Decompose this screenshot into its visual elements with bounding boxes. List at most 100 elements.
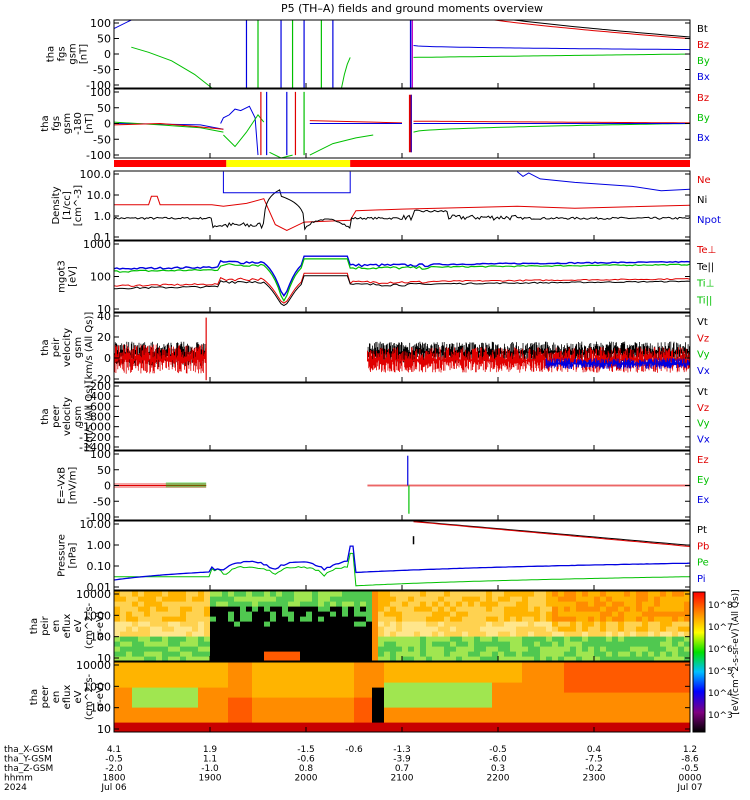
peer-spectrogram-cell [384,687,391,693]
peir-spectrogram-cell [630,591,637,597]
peir-spectrogram-cell [468,631,475,637]
peir-spectrogram-cell [630,606,637,612]
peer-spectrogram-cell [264,667,271,673]
peir-spectrogram-cell [216,596,223,602]
peir-spectrogram-cell [246,626,253,632]
peer-spectrogram-cell [444,697,451,703]
peir-spectrogram-cell [612,651,619,657]
peir-spectrogram-cell [156,591,163,597]
peir-spectrogram-cell [432,596,439,602]
footer-value: 0.4 [587,745,602,755]
peer-spectrogram-cell [216,727,223,732]
peir-spectrogram-cell [468,641,475,647]
peir-spectrogram-cell [564,636,571,642]
peer-spectrogram-cell [588,697,595,703]
peer-spectrogram-cell [492,727,499,732]
peir-spectrogram-cell [324,656,331,661]
peir-spectrogram-cell [180,651,187,657]
peer-spectrogram-cell [654,722,661,728]
peer-spectrogram-cell [408,692,415,698]
peir-spectrogram-cell [648,631,655,637]
peer-spectrogram-cell [180,702,187,708]
peer-spectrogram-cell [444,717,451,723]
ytick-label: -100 [86,511,111,524]
peir-spectrogram-cell [240,611,247,617]
peer-spectrogram-cell [540,672,547,678]
peer-spectrogram-cell [300,712,307,718]
peer-spectrogram-cell [672,667,679,673]
peir-spectrogram-cell [216,626,223,632]
peir-spectrogram-cell [282,651,289,657]
peir-spectrogram-cell [618,641,625,647]
trace-by [309,134,374,156]
peir-spectrogram-cell [606,626,613,632]
peir-spectrogram-cell [546,656,553,661]
peir-spectrogram-cell [348,621,355,627]
peer-spectrogram-cell [282,672,289,678]
peir-spectrogram-cell [408,656,415,661]
peir-spectrogram-cell [186,646,193,652]
peir-spectrogram-cell [528,641,535,647]
peir-spectrogram-cell [156,651,163,657]
legend-pe: Pe [697,558,709,569]
peer-spectrogram-cell [564,707,571,713]
footer-value: Jul 06 [100,783,126,793]
peer-spectrogram-cell [132,687,139,693]
peer-spectrogram-cell [564,727,571,732]
peir-spectrogram-cell [432,656,439,661]
peir-spectrogram-cell [648,636,655,642]
peer-spectrogram-cell [516,692,523,698]
peer-spectrogram-cell [456,672,463,678]
peer-spectrogram-cell [528,672,535,678]
peir-spectrogram-cell [462,591,469,597]
peir-spectrogram-cell [270,656,277,661]
peir-spectrogram-cell [420,626,427,632]
peir-spectrogram-cell [570,626,577,632]
peer-spectrogram-cell [456,662,463,668]
peir-spectrogram-cell [216,651,223,657]
peer-spectrogram-cell [618,722,625,728]
peir-spectrogram-cell [504,596,511,602]
peir-spectrogram-cell [264,616,271,622]
peer-spectrogram-cell [216,687,223,693]
peir-spectrogram-cell [420,621,427,627]
peir-spectrogram-cell [660,651,667,657]
peer-spectrogram-cell [186,662,193,668]
peer-spectrogram-cell [396,707,403,713]
peer-spectrogram-cell [228,672,235,678]
peer-spectrogram-cell [654,727,661,732]
peer-spectrogram-cell [228,687,235,693]
peer-spectrogram-cell [516,707,523,713]
peer-spectrogram-cell [498,722,505,728]
peir-spectrogram-cell [252,651,259,657]
peer-spectrogram-cell [660,687,667,693]
peir-spectrogram-cell [456,611,463,617]
peir-spectrogram-cell [330,626,337,632]
peir-spectrogram-cell [516,596,523,602]
peer-spectrogram-cell [336,697,343,703]
peer-spectrogram-cell [192,682,199,688]
peer-spectrogram-cell [144,662,151,668]
peir-spectrogram-cell [180,601,187,607]
peir-spectrogram-cell [228,621,235,627]
legend-vy: Vy [697,419,710,430]
peir-spectrogram-cell [654,631,661,637]
peer-spectrogram-cell [522,722,529,728]
peir-spectrogram-cell [480,616,487,622]
peir-spectrogram-cell [360,606,367,612]
peir-spectrogram-cell [252,591,259,597]
ytick-label: 0 [104,118,111,131]
peer-spectrogram-cell [600,722,607,728]
peer-spectrogram-cell [522,667,529,673]
peer-spectrogram-cell [438,667,445,673]
peir-spectrogram-cell [168,656,175,661]
peer-spectrogram-cell [294,662,301,668]
peir-spectrogram-cell [522,651,529,657]
peer-spectrogram-cell [480,682,487,688]
peer-spectrogram-cell [234,707,241,713]
peer-spectrogram-cell [630,672,637,678]
peer-spectrogram-cell [552,697,559,703]
trace-bz [309,120,403,124]
peir-spectrogram-cell [300,631,307,637]
peir-spectrogram-cell [276,601,283,607]
